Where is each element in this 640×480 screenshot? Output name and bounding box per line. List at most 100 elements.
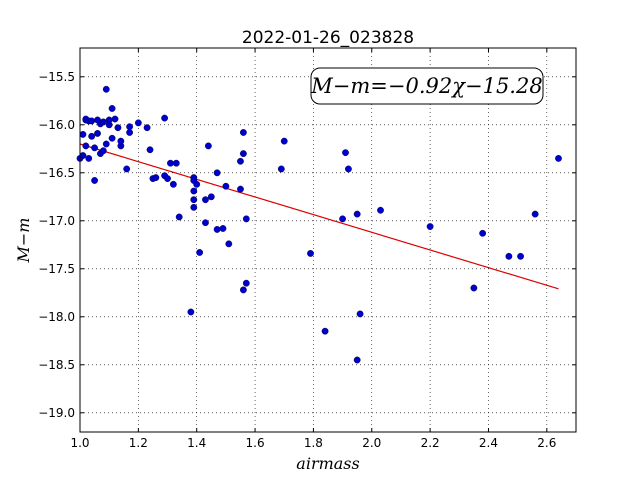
plot-frame — [79, 47, 577, 433]
data-point — [222, 182, 230, 190]
data-point — [143, 124, 151, 132]
data-point — [277, 165, 285, 173]
data-point — [88, 117, 96, 125]
data-point — [164, 175, 171, 182]
data-point — [91, 144, 98, 152]
data-point — [505, 252, 513, 260]
data-point — [88, 132, 96, 140]
data-point — [134, 119, 142, 127]
data-point — [111, 115, 119, 123]
data-point — [237, 185, 244, 193]
data-point — [555, 154, 562, 162]
data-point — [190, 203, 198, 211]
data-points — [76, 85, 562, 364]
data-point — [102, 140, 110, 148]
data-point — [342, 149, 349, 157]
data-point — [219, 225, 227, 232]
data-point — [152, 174, 160, 182]
data-point — [114, 124, 122, 132]
data-point — [225, 240, 233, 248]
data-point — [126, 129, 134, 136]
x-tick-label: 1.2 — [129, 436, 148, 450]
y-tick-label: −15.5 — [38, 70, 75, 84]
y-tick-label: −18.0 — [38, 310, 75, 324]
data-point — [102, 85, 110, 93]
data-point — [190, 187, 198, 195]
y-tick-label: −18.5 — [38, 358, 75, 372]
data-point — [321, 327, 329, 335]
data-point — [187, 308, 195, 316]
data-point — [108, 105, 116, 112]
annotation-box — [310, 67, 544, 105]
data-point — [99, 118, 107, 126]
data-point — [193, 180, 201, 188]
fit-equation: M−m=−0.92χ−15.28 — [310, 74, 542, 98]
data-point — [213, 226, 221, 233]
x-axis-label: airmass — [296, 454, 359, 473]
plot-area — [80, 48, 576, 432]
data-point — [146, 146, 154, 154]
y-tick-label: −17.0 — [38, 214, 75, 228]
y-tick-labels: −15.5 −16.0 −16.5 −17.0 −17.5 −18.0 −18.5 −19.0 — [38, 70, 75, 420]
data-point — [280, 137, 288, 145]
y-tick-label: −16.0 — [38, 118, 75, 132]
data-point — [353, 356, 361, 364]
y-tick-label: −16.5 — [38, 166, 75, 180]
x-tick-label: 2.2 — [421, 436, 440, 450]
data-point — [356, 310, 364, 318]
data-point — [353, 210, 361, 218]
data-point — [99, 147, 107, 155]
data-point — [117, 137, 125, 145]
y-axis-label: M−m — [14, 218, 33, 264]
data-point — [307, 250, 314, 257]
data-point — [204, 142, 212, 150]
data-point — [161, 114, 169, 122]
x-tick-labels: 1.0 1.2 1.4 1.6 1.8 2.0 2.2 2.4 2.6 — [70, 436, 556, 450]
data-point — [377, 206, 384, 214]
data-point — [175, 213, 183, 221]
data-point — [202, 196, 209, 204]
data-point — [531, 210, 539, 218]
data-point — [239, 286, 247, 294]
chart-title: 2022-01-26_023828 — [242, 28, 414, 48]
data-point — [237, 157, 244, 165]
data-point — [126, 123, 134, 131]
data-point — [202, 219, 209, 227]
data-point — [167, 159, 174, 167]
ticks — [79, 48, 576, 432]
y-tick-label: −19.0 — [38, 406, 75, 420]
data-point — [108, 134, 116, 142]
data-point — [517, 252, 524, 260]
data-point — [85, 154, 93, 162]
data-point — [239, 129, 247, 136]
x-tick-label: 2.6 — [537, 436, 556, 450]
data-point — [242, 279, 250, 287]
data-point — [242, 215, 250, 223]
data-point — [239, 150, 247, 158]
data-point — [207, 193, 215, 201]
grid — [79, 48, 576, 432]
fit-line-group — [79, 143, 559, 290]
data-point — [426, 223, 434, 230]
data-point — [91, 177, 98, 184]
data-point — [196, 249, 204, 256]
x-tick-label: 1.6 — [246, 436, 265, 450]
data-point — [169, 180, 177, 188]
data-point — [190, 196, 198, 204]
x-tick-label: 2.0 — [362, 436, 381, 450]
data-point — [79, 130, 87, 138]
data-point — [105, 116, 113, 124]
data-point — [339, 215, 346, 223]
data-point — [470, 284, 478, 292]
fit-line — [79, 143, 559, 290]
y-tick-label: −17.5 — [38, 262, 75, 276]
x-tick-label: 1.8 — [304, 436, 323, 450]
x-tick-label: 2.4 — [479, 436, 498, 450]
data-point — [479, 229, 487, 237]
x-tick-label: 1.4 — [187, 436, 206, 450]
data-point — [94, 130, 101, 137]
data-point — [172, 159, 180, 167]
data-point — [79, 152, 87, 159]
data-point — [345, 165, 352, 173]
